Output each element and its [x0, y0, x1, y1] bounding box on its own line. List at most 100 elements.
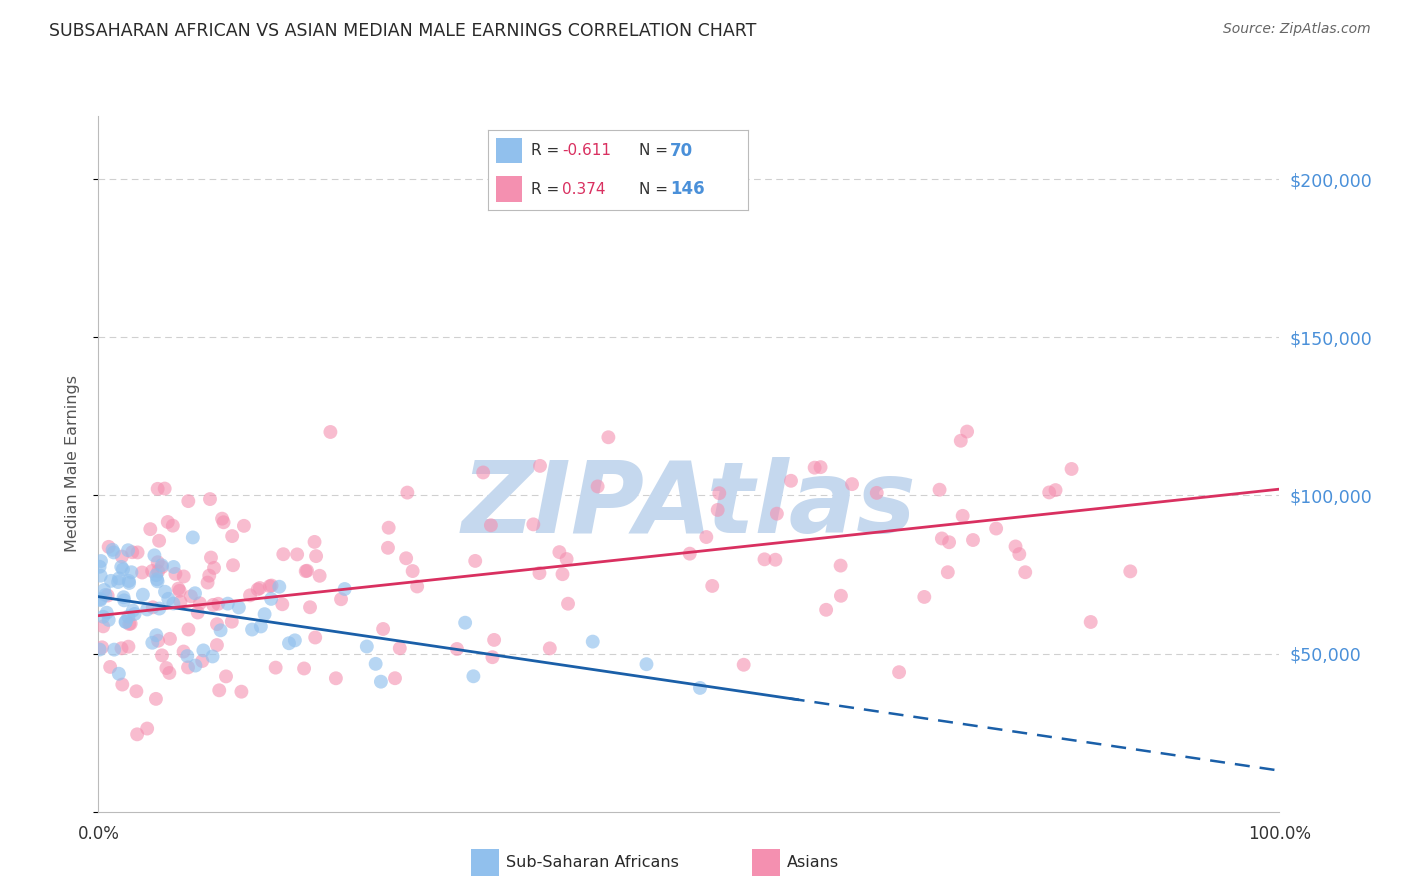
Point — [202, 561, 225, 575]
Point — [91, 609, 114, 624]
Point — [962, 533, 984, 547]
Point — [145, 628, 167, 642]
Point — [679, 547, 702, 561]
Point — [529, 566, 551, 580]
Point — [222, 558, 245, 573]
Point — [117, 543, 139, 558]
Point — [146, 633, 169, 648]
Text: ZIPAtlas: ZIPAtlas — [461, 457, 917, 554]
Point — [120, 566, 142, 580]
Point — [148, 601, 170, 615]
Point — [1119, 565, 1142, 579]
Point — [97, 589, 120, 603]
Point — [103, 545, 125, 559]
Point — [582, 634, 605, 648]
Point — [90, 554, 112, 568]
Point — [830, 589, 852, 603]
Point — [115, 615, 138, 629]
Point — [557, 597, 579, 611]
Point — [150, 648, 173, 663]
Point — [384, 671, 406, 685]
Point — [522, 517, 544, 532]
Point — [371, 622, 394, 636]
Point — [89, 559, 111, 574]
Point — [472, 466, 495, 480]
Point — [260, 591, 283, 606]
Point — [146, 572, 169, 586]
Point — [89, 642, 111, 657]
Point — [205, 617, 228, 632]
Point — [949, 434, 972, 448]
Point — [114, 615, 136, 629]
Point — [148, 533, 170, 548]
Point — [180, 589, 202, 603]
Point — [156, 515, 179, 529]
Point — [146, 565, 169, 579]
Point — [264, 660, 287, 674]
Point — [815, 603, 838, 617]
Point — [1045, 483, 1067, 497]
Point — [294, 564, 316, 578]
Point — [636, 657, 658, 672]
Point — [143, 549, 166, 563]
Y-axis label: Median Male Earnings: Median Male Earnings — [65, 376, 80, 552]
Point — [284, 633, 307, 648]
Point — [188, 596, 211, 610]
Point — [157, 591, 180, 606]
Point — [555, 552, 578, 566]
Point — [395, 551, 418, 566]
Point — [598, 430, 620, 444]
Point — [153, 482, 176, 496]
Point — [271, 597, 294, 611]
Point — [89, 593, 111, 607]
Point — [110, 559, 132, 574]
Point — [146, 482, 169, 496]
Point — [209, 624, 232, 638]
Point — [173, 644, 195, 658]
Point — [810, 460, 832, 475]
Point — [325, 671, 347, 685]
Point — [304, 535, 326, 549]
Point — [356, 640, 378, 654]
Point — [1008, 547, 1031, 561]
Point — [118, 576, 141, 591]
Point — [93, 582, 115, 597]
Text: SUBSAHARAN AFRICAN VS ASIAN MEDIAN MALE EARNINGS CORRELATION CHART: SUBSAHARAN AFRICAN VS ASIAN MEDIAN MALE … — [49, 22, 756, 40]
Point — [173, 569, 195, 583]
Point — [198, 568, 221, 582]
Point — [956, 425, 979, 439]
Point — [159, 632, 181, 646]
Point — [304, 631, 326, 645]
Point — [101, 542, 124, 557]
Point — [141, 636, 163, 650]
Point — [111, 549, 134, 564]
Point — [97, 540, 120, 554]
Point — [181, 531, 204, 545]
Point — [803, 460, 825, 475]
Point — [529, 458, 551, 473]
Point — [887, 665, 910, 680]
Point — [177, 660, 200, 674]
Point — [446, 642, 468, 657]
Point — [127, 545, 149, 559]
Point — [221, 615, 243, 629]
Point — [319, 425, 342, 439]
Point — [401, 564, 423, 578]
Point — [212, 515, 235, 529]
Point — [124, 607, 146, 621]
Point — [132, 588, 155, 602]
Point — [177, 623, 200, 637]
Point — [938, 535, 960, 549]
Point — [931, 532, 953, 546]
Point — [1080, 615, 1102, 629]
Point — [278, 636, 301, 650]
Point — [117, 609, 139, 624]
Point — [187, 606, 209, 620]
Point — [111, 562, 134, 576]
Point — [733, 657, 755, 672]
Point — [107, 575, 129, 590]
Point — [246, 582, 269, 597]
Point — [912, 590, 935, 604]
Point — [94, 588, 117, 602]
Point — [952, 508, 974, 523]
